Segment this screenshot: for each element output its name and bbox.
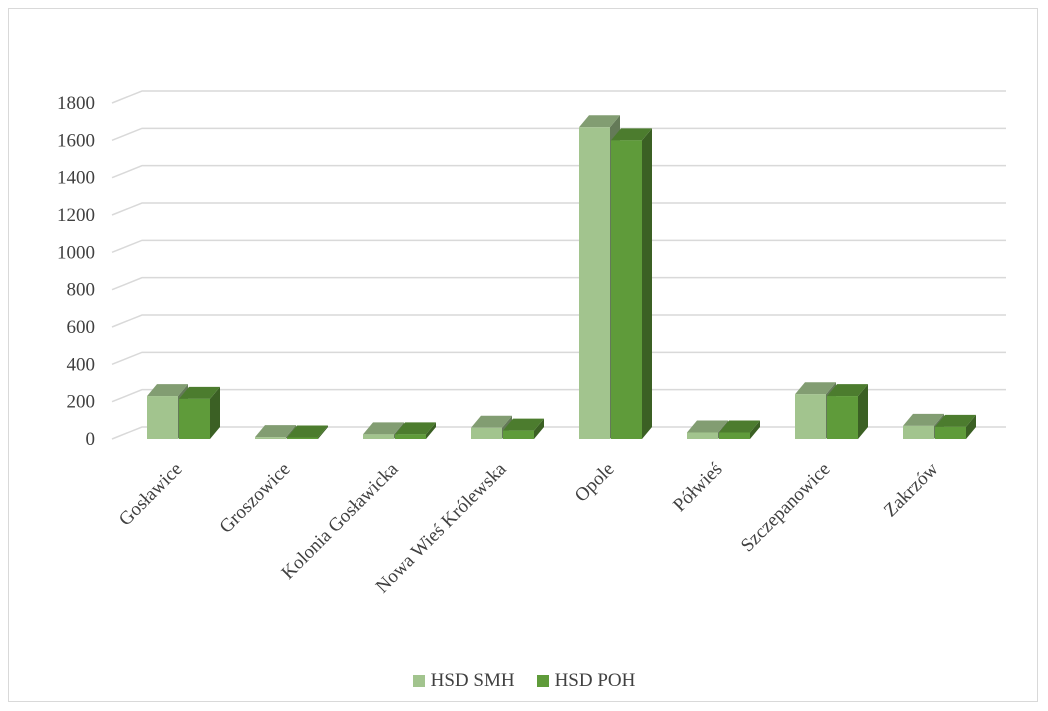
gridline bbox=[111, 314, 1006, 328]
legend: HSD SMH HSD POH bbox=[0, 670, 1048, 692]
bar-top bbox=[363, 422, 404, 435]
x-tick-label: Półwieś bbox=[669, 459, 726, 516]
bar-front bbox=[795, 394, 826, 439]
bar-top bbox=[795, 382, 836, 395]
bar-side bbox=[966, 414, 976, 439]
gridline bbox=[111, 164, 1006, 179]
x-tick-label: Groszowice bbox=[216, 459, 295, 538]
bar bbox=[719, 420, 760, 439]
bar-side bbox=[286, 425, 296, 439]
bar bbox=[611, 128, 652, 440]
gridline bbox=[111, 127, 1006, 142]
gridline bbox=[111, 202, 1006, 216]
bar-top bbox=[395, 422, 436, 435]
y-tick-label: 400 bbox=[67, 354, 96, 375]
bar-front bbox=[503, 430, 534, 439]
bar-side bbox=[210, 386, 220, 439]
bar-front bbox=[471, 427, 502, 439]
y-tick-label: 1000 bbox=[57, 242, 95, 263]
bar bbox=[503, 418, 544, 439]
x-tick-label: Szczepanowice bbox=[737, 459, 835, 557]
x-tick-label: Kolonia Gosławicka bbox=[278, 458, 403, 583]
bar-front bbox=[363, 434, 394, 439]
legend-swatch bbox=[412, 675, 425, 687]
bars bbox=[147, 115, 976, 440]
bar-top bbox=[471, 415, 512, 428]
gridline bbox=[111, 276, 1006, 291]
y-axis: 0 200 400 600 800 1000 1200 1400 1600 1800 bbox=[57, 93, 95, 450]
bar-front bbox=[179, 398, 210, 439]
bar-top bbox=[827, 384, 868, 397]
y-tick-label: 1400 bbox=[57, 168, 95, 189]
bar bbox=[395, 422, 436, 439]
bar-side bbox=[642, 128, 652, 440]
legend-item: HSD POH bbox=[536, 670, 636, 692]
legend-label: HSD POH bbox=[554, 670, 636, 691]
y-tick-label: 0 bbox=[86, 429, 96, 450]
bar bbox=[287, 425, 328, 439]
gridline bbox=[111, 388, 1006, 403]
bar-front bbox=[147, 396, 178, 439]
bar-top bbox=[287, 425, 328, 438]
y-tick-label: 800 bbox=[67, 280, 96, 301]
bar-top bbox=[903, 413, 944, 426]
bar-top bbox=[255, 425, 296, 438]
bar bbox=[827, 384, 868, 439]
legend-item: HSD SMH bbox=[412, 670, 515, 692]
bar-front bbox=[827, 396, 858, 439]
bar-front bbox=[719, 432, 750, 439]
legend-label: HSD SMH bbox=[430, 670, 515, 691]
bar-front bbox=[287, 437, 318, 439]
bar-top bbox=[579, 115, 620, 128]
x-tick-label: Gosławice bbox=[115, 459, 187, 531]
bar bbox=[935, 414, 976, 439]
bar-front bbox=[255, 437, 286, 439]
bar-front bbox=[395, 434, 426, 439]
y-tick-label: 1800 bbox=[57, 93, 95, 114]
x-tick-label: Opole bbox=[571, 459, 619, 507]
bar bbox=[255, 425, 296, 439]
bar-top bbox=[147, 384, 188, 397]
legend-swatch bbox=[536, 675, 549, 687]
bar-top bbox=[935, 414, 976, 427]
bar-top bbox=[179, 386, 220, 399]
bar-side bbox=[534, 418, 544, 439]
bar-top bbox=[719, 420, 760, 433]
bar-front bbox=[687, 432, 718, 439]
chart-frame bbox=[8, 8, 1038, 702]
gridline bbox=[111, 426, 1006, 440]
bar-side bbox=[426, 422, 436, 439]
bar-front bbox=[611, 140, 642, 440]
bar-side bbox=[318, 425, 328, 439]
bar-side bbox=[858, 384, 868, 439]
x-tick-label: Zakrzów bbox=[880, 458, 943, 521]
y-tick-label: 1600 bbox=[57, 130, 95, 151]
bar-top bbox=[611, 128, 652, 141]
gridline bbox=[111, 90, 1006, 104]
bar-top bbox=[687, 420, 728, 433]
bar bbox=[179, 386, 220, 439]
y-tick-label: 1200 bbox=[57, 205, 95, 226]
gridline bbox=[111, 239, 1006, 254]
grid-layer bbox=[111, 90, 1006, 440]
bar-front bbox=[579, 127, 610, 440]
bar-front bbox=[903, 425, 934, 439]
gridline bbox=[111, 351, 1006, 366]
bar-side bbox=[750, 420, 760, 439]
bar-front bbox=[935, 426, 966, 439]
bar-top bbox=[503, 418, 544, 431]
y-tick-label: 600 bbox=[67, 317, 96, 338]
y-tick-label: 200 bbox=[67, 392, 96, 413]
